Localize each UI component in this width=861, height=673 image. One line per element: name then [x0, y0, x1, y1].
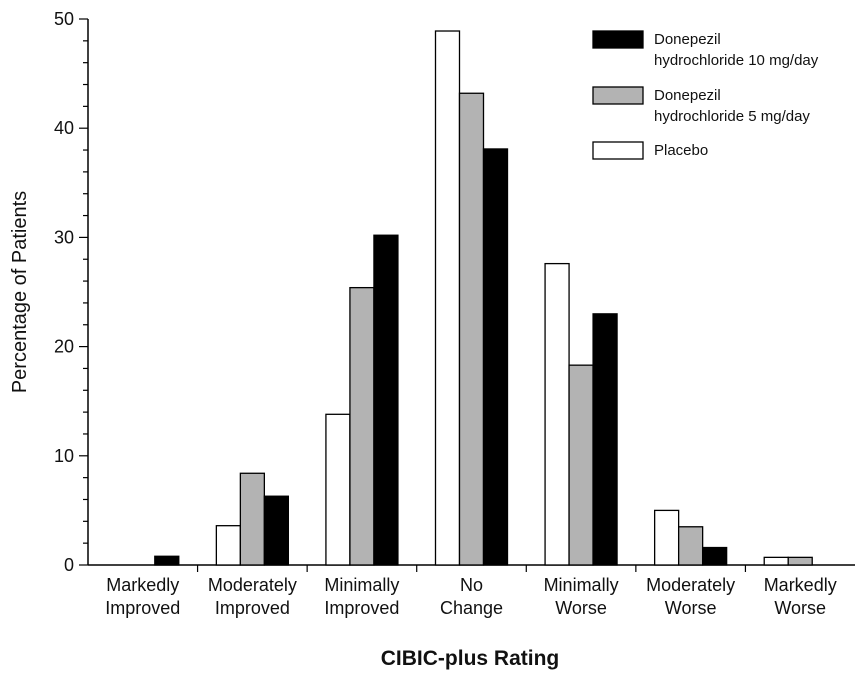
bar-donepezil-hydrochloride-5-mg-day	[239, 472, 266, 566]
bar-donepezil-hydrochloride-10-mg-day	[592, 313, 618, 566]
y-tick-label: 10	[54, 446, 74, 466]
x-axis-title: CIBIC-plus Rating	[381, 647, 560, 670]
legend-swatch	[592, 141, 644, 160]
y-axis-title: Percentage of Patients	[9, 191, 31, 393]
x-tick-label: Worse	[665, 598, 717, 618]
bar-placebo	[653, 509, 680, 566]
x-tick-label: Markedly	[764, 575, 837, 595]
legend-label: hydrochloride 10 mg/day	[654, 52, 819, 69]
y-tick-label: 40	[54, 118, 74, 138]
bar-donepezil-hydrochloride-5-mg-day	[349, 286, 375, 566]
x-tick-label: Improved	[215, 598, 290, 618]
x-tick-labels: Markedly Improved Moderately Improved Minima…	[105, 575, 836, 618]
x-tick-label: Moderately	[208, 575, 297, 595]
x-tick-label: Change	[440, 598, 503, 618]
bar-placebo	[325, 413, 351, 566]
x-tick-label: Improved	[324, 598, 399, 618]
legend-label: Donepezil	[654, 87, 721, 104]
legend: Donepezil hydrochloride 10 mg/day Donepezi…	[592, 30, 819, 160]
legend-label: hydrochloride 5 mg/day	[654, 108, 810, 125]
bar-placebo	[544, 262, 570, 566]
x-tick-label: Markedly	[106, 575, 179, 595]
x-tick-label: Moderately	[646, 575, 735, 595]
bar-placebo	[215, 525, 242, 566]
y-tick-label: 50	[54, 9, 74, 29]
x-tick-label: Minimally	[544, 575, 619, 595]
y-tick-label: 20	[54, 337, 74, 357]
legend-label: Donepezil	[654, 31, 721, 48]
bar-donepezil-hydrochloride-5-mg-day	[787, 556, 813, 566]
y-tick-label: 30	[54, 227, 74, 247]
bar-donepezil-hydrochloride-10-mg-day	[154, 555, 180, 566]
bar-placebo	[763, 556, 789, 566]
bar-donepezil-hydrochloride-10-mg-day	[701, 546, 728, 566]
bar-donepezil-hydrochloride-10-mg-day	[482, 148, 509, 566]
bar-donepezil-hydrochloride-5-mg-day	[458, 92, 485, 566]
bar-placebo	[434, 30, 461, 566]
y-tick-label: 0	[64, 555, 74, 575]
legend-label: Placebo	[654, 142, 708, 159]
x-tick-label: Improved	[105, 598, 180, 618]
x-tick-label: Worse	[555, 598, 607, 618]
x-tick-label: Minimally	[324, 575, 399, 595]
bar-donepezil-hydrochloride-10-mg-day	[373, 234, 399, 566]
legend-swatch	[592, 86, 644, 105]
bar-donepezil-hydrochloride-5-mg-day	[677, 526, 704, 566]
bars	[154, 30, 813, 566]
legend-swatch	[592, 30, 644, 49]
x-tick-label: No	[460, 575, 483, 595]
x-tick-label: Worse	[774, 598, 826, 618]
bar-donepezil-hydrochloride-10-mg-day	[263, 495, 290, 566]
bar-donepezil-hydrochloride-5-mg-day	[568, 364, 594, 566]
